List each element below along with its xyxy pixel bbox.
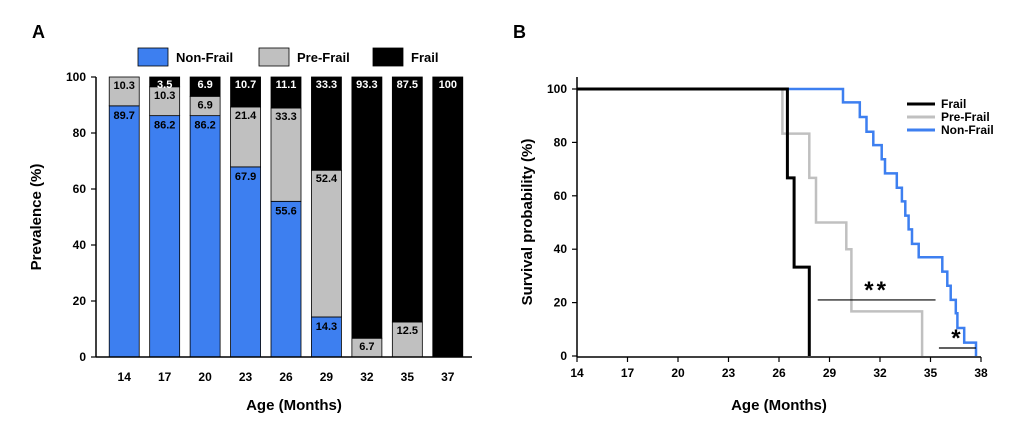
bar-value-label: 12.5 bbox=[397, 325, 418, 337]
y-tick-label: 100 bbox=[547, 82, 567, 96]
bar-segment-non-frail bbox=[108, 105, 140, 358]
x-tick-label: 17 bbox=[621, 366, 635, 380]
bar-value-label: 21.4 bbox=[235, 110, 257, 122]
y-tick-label: 0 bbox=[79, 350, 86, 364]
panel-a-label: A bbox=[32, 22, 45, 42]
bar-value-label: 86.2 bbox=[154, 120, 175, 132]
bar-value-label: 100 bbox=[439, 79, 457, 91]
bar-segment-frail bbox=[149, 76, 181, 88]
legend-label-non-frail: Non-Frail bbox=[176, 50, 233, 65]
survival-line-pre-frail bbox=[577, 87, 924, 356]
bar-chart-legend: Non-Frail Pre-Frail Frail bbox=[137, 47, 438, 67]
legend-swatch-frail bbox=[372, 47, 404, 67]
legend-label-pre-frail: Pre-Frail bbox=[941, 110, 990, 124]
x-tick-label: 29 bbox=[320, 370, 334, 384]
y-tick-label: 40 bbox=[73, 238, 87, 252]
bar-segment-non-frail bbox=[189, 115, 221, 358]
legend-swatch-pre-frail bbox=[258, 47, 290, 67]
legend-swatch-non-frail bbox=[137, 47, 169, 67]
x-tick-label: 32 bbox=[360, 370, 374, 384]
y-tick-label: 40 bbox=[554, 242, 568, 256]
bar-segment-pre-frail bbox=[391, 321, 423, 358]
survival-chart-lines bbox=[577, 87, 978, 356]
survival-line-non-frail bbox=[577, 87, 978, 356]
survival-chart-x-axis-title: Age (Months) bbox=[731, 397, 827, 414]
x-tick-label: 23 bbox=[722, 366, 736, 380]
legend-label-frail: Frail bbox=[941, 97, 966, 111]
bar-value-label: 14.3 bbox=[316, 321, 337, 333]
bar-chart-axes: 0 20 40 60 80 100 14 17 20 23 26 29 32 35 37 bbox=[66, 70, 472, 384]
x-tick-label: 32 bbox=[873, 366, 887, 380]
y-tick-label: 20 bbox=[554, 296, 568, 310]
bar-segment-frail bbox=[270, 76, 302, 109]
significance-marker: ** bbox=[864, 277, 889, 304]
bar-value-label: 93.3 bbox=[356, 79, 377, 91]
bar-chart-bars: 89.710.386.210.33.586.26.96.967.921.410.… bbox=[108, 76, 464, 358]
bar-value-label: 3.5 bbox=[157, 79, 172, 91]
bar-value-label: 6.7 bbox=[359, 341, 374, 353]
bar-segment-pre-frail bbox=[108, 76, 140, 107]
y-tick-label: 0 bbox=[560, 349, 567, 363]
x-tick-label: 38 bbox=[974, 366, 988, 380]
bar-segment-frail bbox=[230, 76, 261, 108]
legend-label-non-frail: Non-Frail bbox=[941, 123, 994, 137]
bar-value-label: 55.6 bbox=[275, 205, 296, 217]
bar-segment-non-frail bbox=[230, 166, 261, 358]
bar-segment-frail bbox=[391, 76, 423, 323]
legend-label-frail: Frail bbox=[411, 50, 438, 65]
bar-value-label: 67.9 bbox=[235, 171, 256, 183]
x-tick-label: 29 bbox=[823, 366, 837, 380]
bar-value-label: 11.1 bbox=[276, 79, 297, 91]
x-tick-label: 23 bbox=[239, 370, 253, 384]
y-tick-label: 80 bbox=[554, 135, 568, 149]
x-tick-label: 26 bbox=[772, 366, 786, 380]
bar-value-label: 87.5 bbox=[397, 79, 418, 91]
bar-value-label: 86.2 bbox=[194, 120, 215, 132]
y-tick-label: 20 bbox=[73, 294, 87, 308]
bar-segment-frail bbox=[432, 76, 464, 358]
bar-value-label: 33.3 bbox=[275, 111, 296, 123]
x-tick-label: 37 bbox=[441, 370, 455, 384]
y-tick-label: 100 bbox=[66, 70, 86, 84]
survival-chart-y-axis-title: Survival probability (%) bbox=[519, 139, 536, 306]
y-tick-label: 80 bbox=[73, 126, 87, 140]
bar-value-label: 33.3 bbox=[316, 79, 337, 91]
y-tick-label: 60 bbox=[554, 189, 568, 203]
bar-chart-y-axis-title: Prevalence (%) bbox=[28, 164, 45, 271]
x-tick-label: 14 bbox=[570, 366, 584, 380]
bar-segment-non-frail bbox=[270, 200, 302, 358]
x-tick-label: 20 bbox=[198, 370, 212, 384]
prevalence-bar-chart: Non-Frail Pre-Frail Frail 89.7 10.3 86.2 10.3… bbox=[28, 47, 472, 414]
x-tick-label: 26 bbox=[279, 370, 293, 384]
bar-segment-frail bbox=[351, 76, 383, 339]
bar-segment-frail bbox=[189, 76, 221, 97]
significance-marker: * bbox=[951, 325, 963, 352]
bar-value-label: 6.9 bbox=[197, 79, 212, 91]
significance-annotations: *** bbox=[817, 277, 976, 352]
bar-value-label: 89.7 bbox=[114, 110, 135, 122]
bar-chart-x-axis-title: Age (Months) bbox=[246, 397, 342, 414]
panel-b-label: B bbox=[513, 22, 526, 42]
bar-segment-pre-frail bbox=[149, 86, 181, 117]
bar-value-label: 6.9 bbox=[197, 99, 212, 111]
survival-chart-axes: 0 20 40 60 80 100 14 17 20 23 26 29 32 35 38 bbox=[547, 77, 988, 380]
bar-segment-pre-frail bbox=[311, 169, 342, 318]
survival-line-frail bbox=[577, 87, 811, 356]
bar-value-label: 10.3 bbox=[114, 80, 135, 92]
y-tick-label: 60 bbox=[73, 182, 87, 196]
x-tick-label: 35 bbox=[401, 370, 415, 384]
x-tick-label: 20 bbox=[671, 366, 685, 380]
x-tick-label: 14 bbox=[118, 370, 132, 384]
x-tick-label: 35 bbox=[924, 366, 938, 380]
bar-value-label: 10.3 bbox=[154, 90, 175, 102]
x-tick-label: 17 bbox=[158, 370, 172, 384]
legend-label-pre-frail: Pre-Frail bbox=[297, 50, 350, 65]
bar-value-label: 52.4 bbox=[316, 173, 338, 185]
bar-value-label: 10.7 bbox=[235, 79, 256, 91]
bar-segment-non-frail bbox=[149, 115, 181, 358]
bar-segment-frail bbox=[311, 76, 342, 171]
